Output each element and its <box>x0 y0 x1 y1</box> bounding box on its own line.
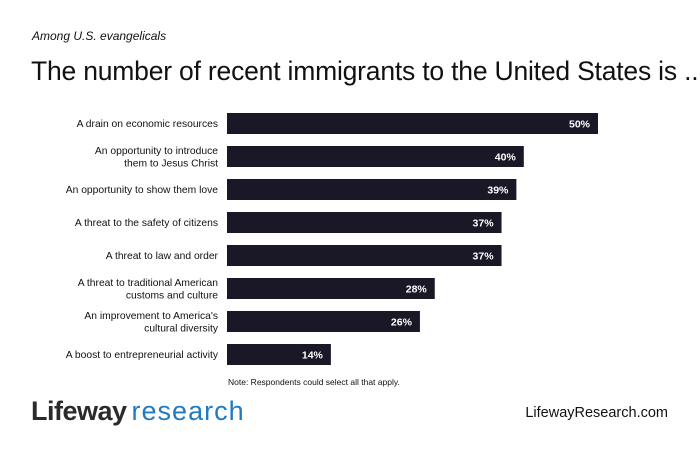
category-label-5: A threat to traditional American customs … <box>78 278 219 302</box>
category-label-7: A boost to entrepreneurial activity <box>66 350 219 361</box>
category-label-4: A threat to law and order <box>106 251 219 262</box>
value-label-7: 14% <box>302 350 324 362</box>
website-link[interactable]: LifewayResearch.com <box>525 405 668 421</box>
bar-6 <box>227 311 420 332</box>
logo-lifeway: Lifeway <box>31 396 127 426</box>
chart-subtitle: Among U.S. evangelicals <box>32 29 167 43</box>
value-label-0: 50% <box>569 119 591 131</box>
bar-1 <box>227 146 524 167</box>
value-label-1: 40% <box>495 152 517 164</box>
category-label-6: An improvement to America's cultural dive… <box>84 311 218 335</box>
bar-0 <box>227 113 598 134</box>
bar-3 <box>227 212 502 233</box>
chart-note: Note: Respondents could select all that … <box>228 377 400 387</box>
bar-2 <box>227 179 517 200</box>
value-label-4: 37% <box>473 251 495 263</box>
value-label-2: 39% <box>487 185 509 197</box>
logo-research: research <box>131 396 245 426</box>
category-label-0: A drain on economic resources <box>77 119 218 130</box>
bar-5 <box>227 278 435 299</box>
value-label-5: 28% <box>406 284 428 296</box>
value-label-3: 37% <box>473 218 495 230</box>
chart-title: The number of recent immigrants to the U… <box>31 56 700 86</box>
value-label-6: 26% <box>391 317 413 329</box>
category-label-3: A threat to the safety of citizens <box>75 218 218 229</box>
bar-7 <box>227 344 331 365</box>
category-label-2: An opportunity to show them love <box>66 185 219 196</box>
lifeway-research-logo: Lifeway research <box>31 396 245 427</box>
category-label-1: An opportunity to introduce them to Jesus… <box>95 146 218 170</box>
bar-4 <box>227 245 502 266</box>
